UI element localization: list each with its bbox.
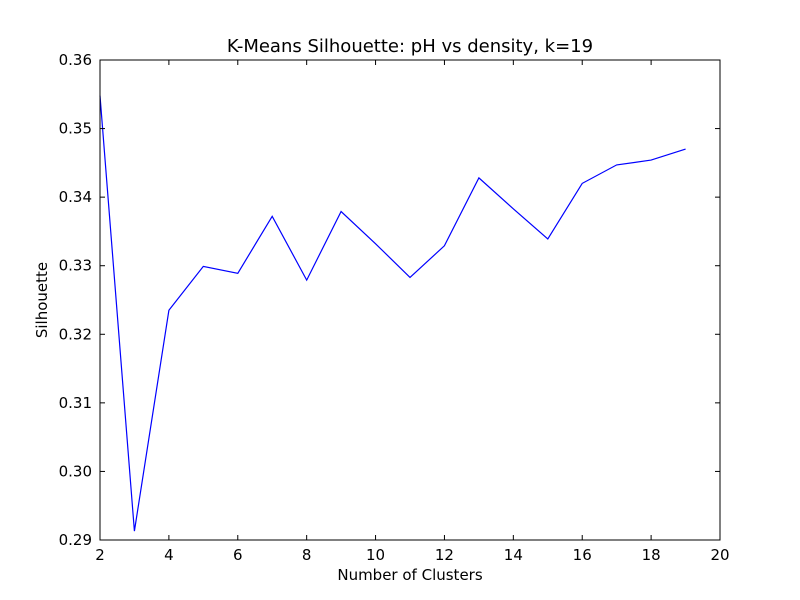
- y-tick-label: 0.31: [59, 394, 92, 412]
- series-layer: [99, 95, 686, 532]
- y-tick-label: 0.30: [59, 462, 92, 480]
- y-tick-label: 0.36: [59, 51, 92, 69]
- x-tick-label: 10: [366, 546, 385, 564]
- y-tick-label: 0.34: [59, 188, 92, 206]
- x-tick-label: 8: [302, 546, 312, 564]
- series-line: [99, 95, 686, 532]
- x-tick-label: 4: [164, 546, 174, 564]
- x-tick-label: 16: [573, 546, 592, 564]
- x-tick-label: 20: [710, 546, 729, 564]
- plot-area-frame: [99, 59, 721, 541]
- y-tick-label: 0.29: [59, 531, 92, 549]
- y-tick-label: 0.33: [59, 257, 92, 275]
- x-tick-label: 6: [233, 546, 243, 564]
- x-axis-title: Number of Clusters: [337, 566, 482, 584]
- ticks-layer: 2 4 6 8 10 12 14 16 18 20 0.29 0.30 0.31 0.32 0.33 0.34…: [59, 51, 730, 564]
- x-tick-label: 12: [435, 546, 454, 564]
- x-tick-label: 14: [504, 546, 523, 564]
- y-tick-label: 0.35: [59, 120, 92, 138]
- x-tick-label: 2: [95, 546, 105, 564]
- chart-title: K-Means Silhouette: pH vs density, k=19: [227, 36, 593, 57]
- x-tick-label: 18: [642, 546, 661, 564]
- y-axis-title: Silhouette: [33, 262, 51, 338]
- y-tick-label: 0.32: [59, 325, 92, 343]
